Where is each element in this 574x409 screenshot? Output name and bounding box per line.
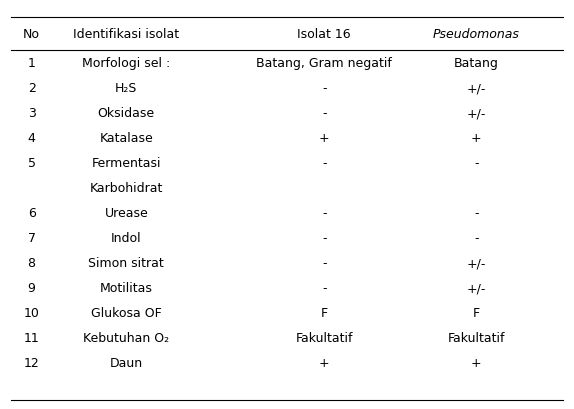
Text: Karbohidrat: Karbohidrat	[90, 182, 163, 195]
Text: Glukosa OF: Glukosa OF	[91, 306, 162, 319]
Text: Simon sitrat: Simon sitrat	[88, 256, 164, 270]
Text: 8: 8	[28, 256, 36, 270]
Text: F: F	[321, 306, 328, 319]
Text: +/-: +/-	[467, 82, 486, 95]
Text: Batang: Batang	[454, 57, 499, 70]
Text: No: No	[23, 28, 40, 41]
Text: +: +	[319, 132, 329, 145]
Text: 2: 2	[28, 82, 36, 95]
Text: Fakultatif: Fakultatif	[448, 331, 505, 344]
Text: 5: 5	[28, 157, 36, 170]
Text: 11: 11	[24, 331, 40, 344]
Text: 1: 1	[28, 57, 36, 70]
Text: +: +	[471, 356, 482, 369]
Text: 3: 3	[28, 107, 36, 120]
Text: Motilitas: Motilitas	[100, 281, 153, 294]
Text: 12: 12	[24, 356, 40, 369]
Text: Urease: Urease	[104, 207, 148, 220]
Text: Fermentasi: Fermentasi	[91, 157, 161, 170]
Text: +/-: +/-	[467, 256, 486, 270]
Text: 10: 10	[24, 306, 40, 319]
Text: -: -	[474, 157, 479, 170]
Text: Kebutuhan O₂: Kebutuhan O₂	[83, 331, 169, 344]
Text: -: -	[322, 231, 327, 245]
Text: +/-: +/-	[467, 107, 486, 120]
Text: -: -	[322, 157, 327, 170]
Text: Morfologi sel :: Morfologi sel :	[82, 57, 170, 70]
Text: +/-: +/-	[467, 281, 486, 294]
Text: H₂S: H₂S	[115, 82, 137, 95]
Text: Isolat 16: Isolat 16	[297, 28, 351, 41]
Text: F: F	[473, 306, 480, 319]
Text: Fakultatif: Fakultatif	[296, 331, 353, 344]
Text: -: -	[474, 231, 479, 245]
Text: Batang, Gram negatif: Batang, Gram negatif	[257, 57, 392, 70]
Text: Identifikasi isolat: Identifikasi isolat	[73, 28, 179, 41]
Text: -: -	[322, 82, 327, 95]
Text: 6: 6	[28, 207, 36, 220]
Text: -: -	[322, 207, 327, 220]
Text: -: -	[322, 281, 327, 294]
Text: Katalase: Katalase	[99, 132, 153, 145]
Text: +: +	[471, 132, 482, 145]
Text: Daun: Daun	[110, 356, 143, 369]
Text: -: -	[322, 107, 327, 120]
Text: +: +	[319, 356, 329, 369]
Text: Indol: Indol	[111, 231, 142, 245]
Text: 4: 4	[28, 132, 36, 145]
Text: -: -	[474, 207, 479, 220]
Text: 9: 9	[28, 281, 36, 294]
Text: Oksidase: Oksidase	[98, 107, 155, 120]
Text: -: -	[322, 256, 327, 270]
Text: Pseudomonas: Pseudomonas	[433, 28, 520, 41]
Text: 7: 7	[28, 231, 36, 245]
